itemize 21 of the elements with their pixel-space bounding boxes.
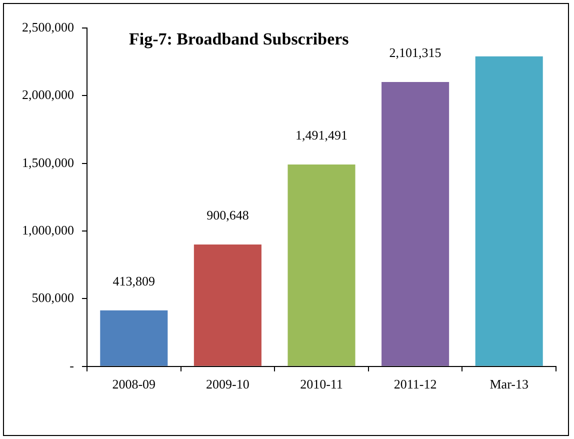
x-tick-label: 2008-09: [112, 376, 156, 392]
data-label: 413,809: [112, 273, 156, 288]
x-tick-label: 2011-12: [394, 376, 437, 392]
y-tick-label: 1,000,000: [22, 222, 74, 238]
chart-title: Fig-7: Broadband Subscribers: [129, 29, 350, 48]
y-tick-label: -: [70, 358, 74, 373]
y-tick-label: 2,500,000: [22, 19, 74, 34]
x-tick-label: 2009-10: [206, 376, 250, 392]
bar: [382, 82, 450, 366]
x-tick-label: Mar-13: [490, 376, 528, 392]
y-tick-label: 2,000,000: [22, 87, 74, 102]
data-label: 900,648: [206, 207, 249, 222]
bar: [288, 164, 356, 366]
data-label: 1,491,491: [296, 127, 348, 142]
bar: [100, 310, 168, 366]
x-tick-label: 2010-11: [300, 376, 343, 392]
y-tick-label: 1,500,000: [22, 154, 74, 170]
bar: [475, 56, 543, 366]
y-tick-label: 500,000: [32, 290, 74, 306]
bar: [194, 244, 262, 366]
data-label: 2,101,315: [389, 44, 442, 60]
